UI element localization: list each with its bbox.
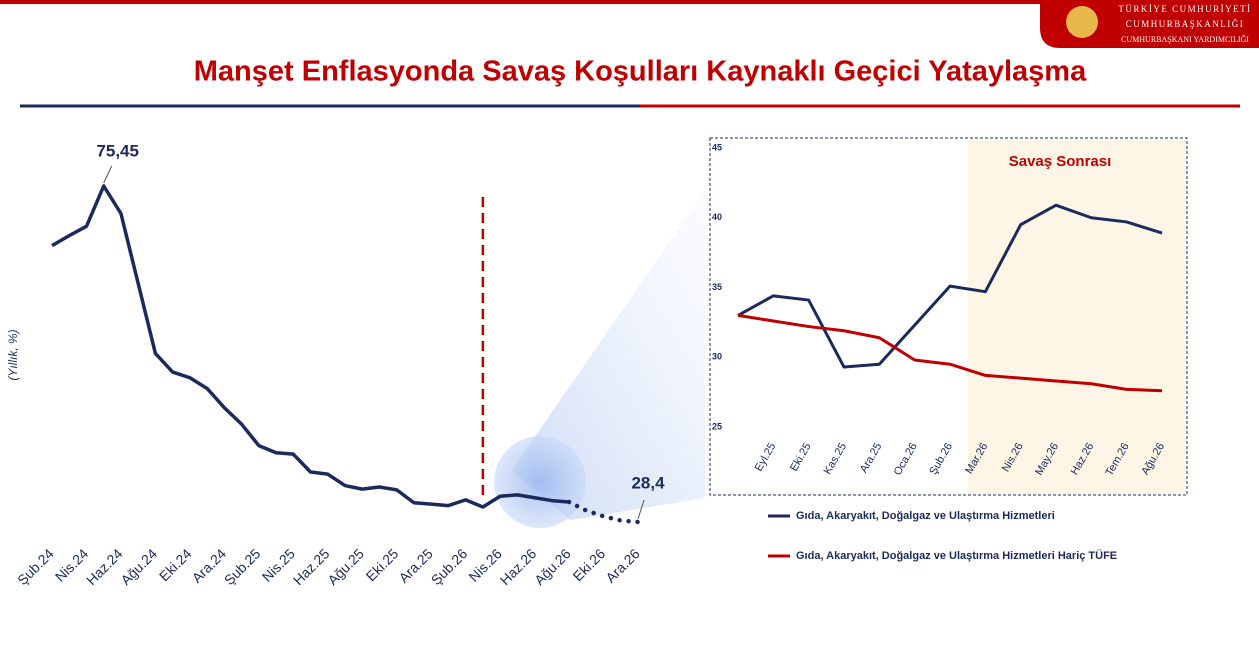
- x-tick-label: Şub.26: [428, 545, 471, 588]
- x-tick-label: Şub.25: [221, 545, 264, 588]
- x-tick-label: Eki.26: [569, 545, 608, 584]
- logo-text: CUMHURBAŞKANI YARDIMCILIĞI: [1121, 34, 1249, 44]
- y-tick-label: 40: [712, 212, 722, 222]
- legend-label: Gıda, Akaryakıt, Doğalgaz ve Ulaştırma H…: [796, 549, 1117, 562]
- top-bar: [0, 0, 1259, 4]
- y-tick-label: 45: [712, 142, 722, 152]
- logo-emblem: [1066, 6, 1098, 38]
- x-tick-label: Ağu.26: [531, 545, 574, 588]
- legend-label: Gıda, Akaryakıt, Doğalgaz ve Ulaştırma H…: [796, 510, 1055, 522]
- annotation: 28,4: [631, 473, 665, 492]
- annotation-leader: [103, 165, 113, 184]
- x-tick-label: Şub.24: [14, 545, 57, 588]
- x-tick-label: Haz.24: [83, 545, 126, 588]
- line-series: [737, 203, 1163, 369]
- x-tick-label: Ara.26: [602, 545, 643, 586]
- line-series: [737, 313, 1163, 393]
- x-tick-label: Haz.25: [290, 545, 333, 588]
- annotation: 75,45: [96, 141, 139, 160]
- logo-background: [1040, 0, 1259, 48]
- x-tick-label: Haz.26: [497, 545, 540, 588]
- annotation-leader: [637, 499, 645, 520]
- line-series: [51, 184, 570, 509]
- line-series: [566, 499, 641, 525]
- shaded-region: [967, 139, 1186, 494]
- x-tick-label: Ağu.24: [117, 545, 160, 588]
- inset-title: Savaş Sonrası: [1009, 153, 1112, 170]
- logo-text: CUMHURBAŞKANLIĞI: [1126, 19, 1245, 29]
- zoom-highlight: [494, 436, 586, 528]
- x-tick-label: Eki.24: [156, 545, 195, 584]
- logo-text: TÜRKİYE CUMHURİYETİ: [1118, 4, 1251, 14]
- y-tick-label: 30: [712, 352, 722, 362]
- y-tick-label: 25: [712, 421, 722, 431]
- x-tick-label: Eki.25: [363, 545, 402, 584]
- slide-title: Manşet Enflasyonda Savaş Koşulları Kayna…: [194, 56, 1087, 88]
- x-tick-label: Ağu.25: [324, 545, 367, 588]
- zoom-cone: [512, 190, 705, 520]
- y-axis-label: (Yıllık, %): [6, 329, 20, 380]
- y-tick-label: 35: [712, 282, 722, 292]
